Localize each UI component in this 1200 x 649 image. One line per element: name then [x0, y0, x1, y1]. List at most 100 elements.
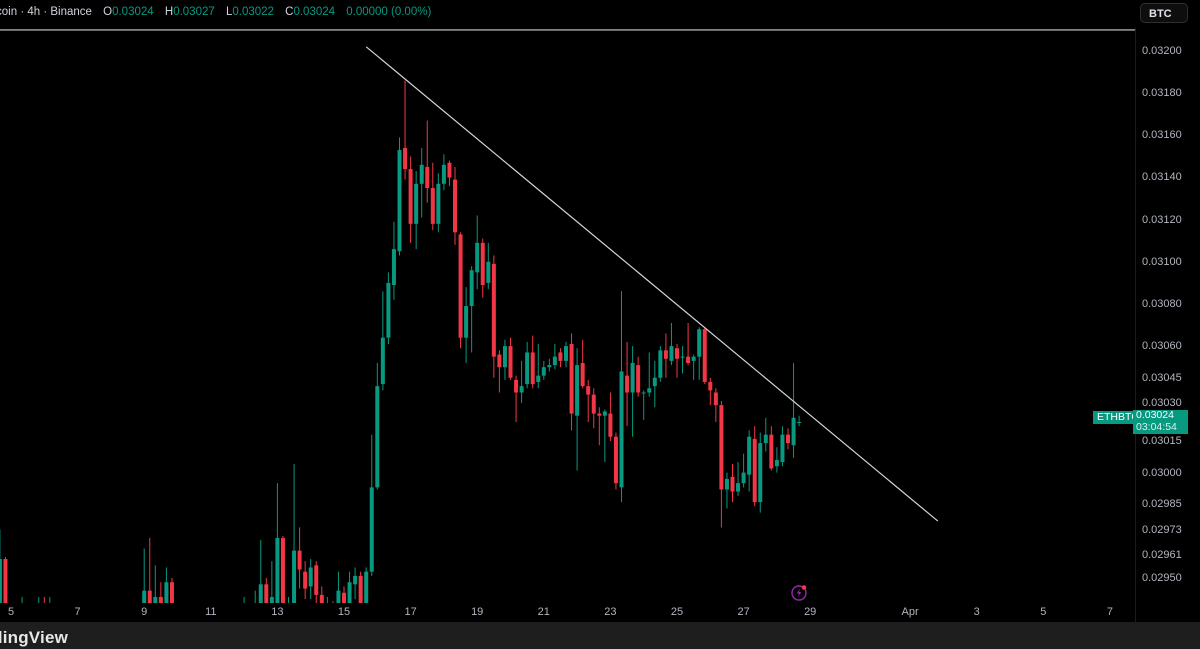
- candle: [380, 291, 385, 391]
- candle-body: [475, 242, 480, 273]
- candle-body: [786, 434, 790, 444]
- bar-countdown: 03:04:54: [1136, 420, 1177, 433]
- candle-body: [636, 365, 641, 393]
- candle-body: [491, 263, 496, 357]
- candle: [408, 156, 413, 243]
- candle: [697, 327, 702, 380]
- candle: [158, 582, 163, 603]
- candle: [391, 221, 396, 300]
- candle-body: [153, 596, 158, 603]
- candle: [586, 379, 591, 423]
- time-axis-label: 27: [737, 606, 750, 618]
- lightning-bolt-icon[interactable]: [790, 583, 808, 601]
- candle-body: [391, 249, 396, 285]
- candle: [447, 160, 452, 186]
- candle-body: [319, 594, 324, 603]
- interval[interactable]: 4h: [27, 6, 41, 18]
- candle-body: [297, 550, 302, 570]
- candle-body: [597, 413, 602, 416]
- symbol-name[interactable]: coin: [0, 6, 18, 18]
- candle-body: [741, 472, 746, 484]
- candle: [608, 392, 613, 441]
- candle: [708, 377, 713, 406]
- candle: [269, 561, 274, 603]
- candle: [580, 339, 585, 389]
- candle: [591, 388, 596, 429]
- candle: [774, 447, 779, 473]
- candle-body: [303, 571, 308, 589]
- candle: [469, 266, 474, 353]
- price-axis-divider: [1135, 28, 1136, 622]
- exchange: Binance: [50, 6, 92, 18]
- candle-body: [403, 147, 408, 170]
- candle: [347, 571, 352, 603]
- low-label: L: [225, 6, 233, 18]
- candle: [575, 348, 580, 471]
- candle-body: [591, 394, 596, 414]
- candle-body: [569, 344, 574, 414]
- candle: [491, 255, 496, 378]
- candle-body: [158, 596, 163, 603]
- candle: [0, 529, 2, 603]
- candle: [397, 137, 402, 256]
- candle-body: [652, 377, 657, 387]
- currency-button[interactable]: BTC: [1140, 3, 1188, 23]
- time-axis-label: 9: [141, 606, 148, 618]
- candle-body: [508, 346, 513, 378]
- candle: [597, 407, 602, 446]
- candle-body: [608, 413, 613, 437]
- candle: [297, 527, 302, 589]
- candle: [453, 166, 457, 245]
- candle: [763, 417, 768, 452]
- candle-body: [530, 352, 535, 385]
- candle-body: [641, 392, 646, 394]
- candle: [680, 346, 685, 374]
- candle-body: [375, 386, 380, 488]
- candle: [3, 556, 8, 603]
- candle-body: [436, 183, 441, 224]
- candle-body: [713, 392, 718, 406]
- time-axis-label: Apr: [901, 606, 919, 618]
- candle-body: [736, 483, 741, 492]
- candle: [564, 341, 568, 368]
- high-label: H: [164, 6, 174, 18]
- time-axis-label: 5: [1040, 606, 1047, 618]
- candle-body: [497, 354, 502, 368]
- candle: [730, 464, 735, 503]
- candle-body: [797, 422, 802, 424]
- candle-body: [630, 362, 635, 393]
- symbol-legend: coin · 4h · Binance O0.03024 H0.03027 L0…: [0, 6, 431, 18]
- candlestick-chart[interactable]: [0, 0, 1135, 622]
- candle: [530, 335, 535, 389]
- price-axis-label: 0.03080: [1142, 297, 1182, 310]
- open-label: O: [103, 6, 113, 18]
- candle-body: [547, 365, 552, 368]
- candle: [497, 350, 502, 393]
- candle-body: [663, 350, 668, 359]
- candle: [536, 344, 541, 389]
- candle: [142, 548, 147, 603]
- time-axis-label: 5: [7, 606, 15, 618]
- candle-body: [613, 436, 618, 484]
- candle: [292, 464, 297, 603]
- candle-body: [780, 434, 785, 463]
- candle-body: [669, 346, 674, 361]
- candle-body: [264, 584, 269, 603]
- candle-body: [658, 350, 663, 378]
- candle: [797, 415, 802, 427]
- candle-body: [564, 346, 568, 361]
- candle: [436, 173, 441, 233]
- price-axis-label: 0.02961: [1142, 548, 1182, 561]
- candle: [319, 586, 324, 603]
- time-axis-label: 7: [74, 606, 81, 618]
- candle-body: [558, 352, 563, 361]
- candle-body: [269, 596, 274, 603]
- candle-body: [619, 371, 624, 488]
- candle-body: [647, 388, 652, 393]
- time-axis-label: 29: [804, 606, 817, 618]
- candle-body: [519, 386, 524, 393]
- candle-body: [0, 559, 2, 603]
- candle: [414, 171, 419, 250]
- candle-body: [3, 559, 8, 603]
- time-axis-label: 7: [1106, 606, 1113, 618]
